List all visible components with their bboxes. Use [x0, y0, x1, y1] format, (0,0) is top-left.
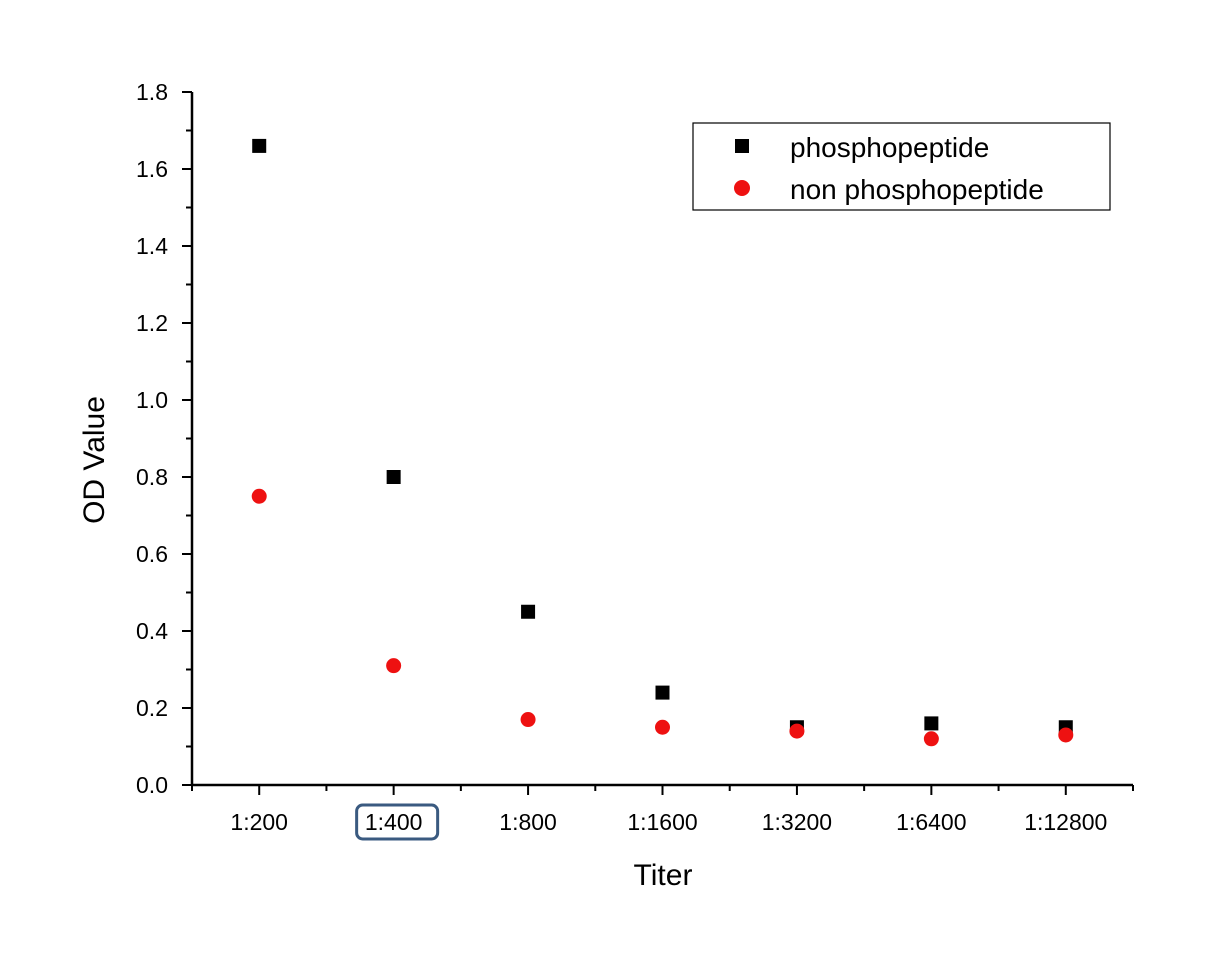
- point-phosphopeptide: [521, 604, 536, 619]
- y-tick-label: 1.8: [136, 79, 168, 105]
- point-non-phosphopeptide: [923, 731, 939, 747]
- legend-marker-non-phosphopeptide: [734, 180, 750, 196]
- point-phosphopeptide: [386, 470, 401, 484]
- y-tick-label: 0.0: [136, 772, 168, 798]
- y-axis-label: OD Value: [78, 396, 111, 524]
- point-phosphopeptide: [252, 138, 267, 153]
- point-phosphopeptide: [655, 685, 670, 700]
- y-tick-label: 0.6: [136, 541, 168, 567]
- point-non-phosphopeptide: [520, 712, 536, 728]
- point-non-phosphopeptide: [386, 658, 402, 674]
- y-tick-label: 1.4: [136, 233, 168, 259]
- legend-label-phosphopeptide: phosphopeptide: [790, 132, 989, 163]
- point-non-phosphopeptide: [251, 488, 267, 504]
- y-tick-label: 0.8: [136, 464, 168, 490]
- legend: phosphopeptide non phosphopeptide: [692, 122, 1111, 211]
- x-tick-label: 1:200: [230, 809, 288, 835]
- point-non-phosphopeptide: [655, 719, 670, 735]
- x-axis-label: Titer: [634, 859, 693, 892]
- y-tick-label: 1.2: [136, 310, 168, 336]
- legend-marker-phosphopeptide: [735, 139, 749, 153]
- x-tick-label: 1:400: [365, 809, 423, 835]
- y-tick-label: 0.4: [136, 618, 168, 644]
- x-tick-label: 1:800: [499, 809, 557, 835]
- axes: 0.0 0.2 0.4 0.6 0.8 1.0 1.2 1.4 1.6 1.8 1:200 1:400…: [136, 79, 1134, 841]
- point-non-phosphopeptide: [1058, 727, 1074, 743]
- x-tick-label: 1:3200: [762, 809, 832, 835]
- y-tick-label: 0.2: [136, 695, 168, 721]
- point-non-phosphopeptide: [789, 723, 805, 739]
- x-tick-label: 1:12800: [1024, 809, 1107, 835]
- x-tick-label: 1:6400: [896, 809, 966, 835]
- legend-box: [692, 122, 1111, 211]
- y-tick-label: 1.6: [136, 156, 168, 182]
- data-marks: [251, 138, 1074, 747]
- y-tick-label: 1.0: [136, 387, 168, 413]
- tick-highlight-box: [355, 803, 440, 841]
- point-phosphopeptide: [924, 716, 939, 731]
- x-tick-label: 1:1600: [627, 809, 697, 835]
- legend-label-non-phosphopeptide: non phosphopeptide: [790, 174, 1044, 205]
